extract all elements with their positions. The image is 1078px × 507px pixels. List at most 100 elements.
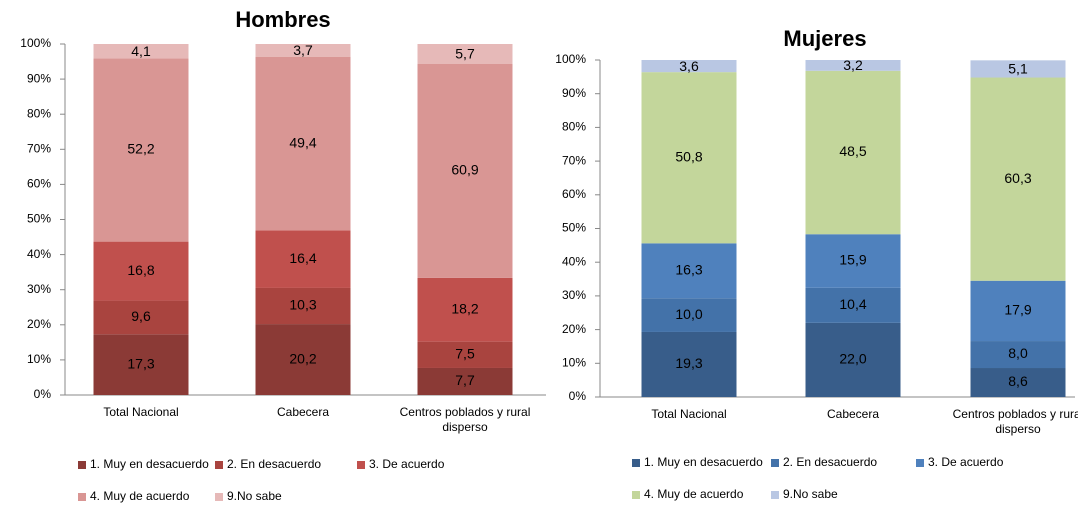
bar-segment	[641, 243, 737, 299]
x-tick-label: Centros poblados y rural disperso	[952, 407, 1078, 436]
bar-segment	[805, 287, 901, 323]
bar-segment	[93, 241, 189, 301]
x-tick-label-box: Total Nacional	[651, 407, 727, 421]
bar-segment	[970, 60, 1066, 78]
data-label: 8,0	[1008, 345, 1028, 361]
y-tick-label: 70%	[27, 141, 51, 155]
data-label: 60,9	[451, 162, 478, 178]
y-tick-label: 80%	[27, 106, 51, 120]
chart-title: Hombres	[235, 7, 330, 32]
bar-segment	[641, 298, 737, 332]
bar-segment	[641, 72, 737, 244]
bar-segment	[93, 44, 189, 59]
bar-segment	[805, 234, 901, 288]
y-tick-label: 40%	[562, 254, 586, 268]
legend-swatch	[78, 461, 86, 469]
data-label: 5,1	[1008, 61, 1028, 77]
y-tick-label: 0%	[34, 387, 52, 401]
legend-swatch	[357, 461, 365, 469]
legend-label: 1. Muy en desacuerdo	[644, 455, 763, 469]
data-label: 4,1	[131, 43, 151, 59]
legend-swatch	[632, 491, 640, 499]
data-label: 17,3	[127, 355, 154, 371]
legend-label: 3. De acuerdo	[369, 457, 445, 471]
data-label: 5,7	[455, 46, 475, 62]
x-tick-label-box: Total Nacional	[103, 405, 178, 419]
x-tick-label-box: Cabecera	[826, 407, 880, 421]
x-tick-label-box: Centros poblados y rural disperso	[952, 407, 1078, 436]
y-tick-label: 20%	[562, 322, 586, 336]
x-tick-label: Centros poblados y rural disperso	[399, 405, 531, 434]
data-label: 20,2	[289, 350, 316, 366]
legend-label: 9.No sabe	[783, 487, 838, 501]
x-tick-label: Cabecera	[276, 405, 330, 419]
chart-title: Mujeres	[783, 26, 866, 51]
bar-segment	[255, 287, 351, 325]
bar-segment	[805, 60, 901, 71]
y-tick-label: 10%	[562, 355, 586, 369]
data-label: 60,3	[1004, 170, 1031, 186]
data-label: 16,4	[289, 250, 316, 266]
y-tick-label: 50%	[27, 212, 51, 226]
bar-segment	[417, 64, 513, 278]
bar-segment	[970, 341, 1066, 369]
bar-segment	[417, 367, 513, 395]
legend-swatch	[215, 493, 223, 501]
bar-segment	[255, 230, 351, 288]
legend-swatch	[916, 459, 924, 467]
bar-segment	[93, 300, 189, 335]
data-label: 9,6	[131, 308, 151, 324]
y-tick-label: 90%	[562, 86, 586, 100]
data-label: 22,0	[839, 351, 866, 367]
y-tick-label: 90%	[27, 71, 51, 85]
legend-label: 2. En desacuerdo	[227, 457, 321, 471]
data-label: 49,4	[289, 134, 316, 150]
legend-label: 3. De acuerdo	[928, 455, 1004, 469]
bar-segment	[417, 341, 513, 368]
bar-segment	[970, 368, 1066, 397]
bar-segment	[417, 277, 513, 342]
bar-segment	[93, 334, 189, 395]
x-tick-label: Cabecera	[826, 407, 880, 421]
x-tick-label-box: Centros poblados y rural disperso	[399, 405, 531, 434]
data-label: 17,9	[1004, 302, 1031, 318]
y-tick-label: 100%	[20, 36, 51, 50]
data-label: 3,6	[679, 58, 699, 74]
bar-segment	[641, 60, 737, 73]
data-label: 16,3	[675, 261, 702, 277]
bar-segment	[255, 324, 351, 395]
y-tick-label: 40%	[27, 247, 51, 261]
data-label: 7,5	[455, 346, 475, 362]
legend-label: 4. Muy de acuerdo	[90, 489, 190, 503]
chart: Mujeres 0% 10% 20% 30% 40% 50% 60% 70% 80% 90% 100%…	[555, 26, 1078, 501]
data-label: 7,7	[455, 372, 475, 388]
data-label: 10,0	[675, 306, 702, 322]
data-label: 52,2	[127, 141, 154, 157]
data-label: 16,8	[127, 262, 154, 278]
y-tick-label: 30%	[27, 282, 51, 296]
legend-label: 1. Muy en desacuerdo	[90, 457, 209, 471]
bar-segment	[970, 77, 1066, 281]
legend-label: 2. En desacuerdo	[783, 455, 877, 469]
x-tick-label: Total Nacional	[651, 407, 727, 421]
y-tick-label: 20%	[27, 317, 51, 331]
data-label: 15,9	[839, 252, 866, 268]
y-tick-label: 30%	[562, 288, 586, 302]
chart: Hombres 0% 10% 20% 30% 40% 50% 60% 70% 80% 90% 100%…	[20, 7, 546, 503]
data-label: 18,2	[451, 300, 478, 316]
bar-segment	[970, 280, 1066, 342]
y-tick-label: 0%	[569, 389, 587, 403]
y-tick-label: 60%	[27, 177, 51, 191]
data-label: 10,3	[289, 297, 316, 313]
bar-segment	[255, 56, 351, 231]
legend-label: 9.No sabe	[227, 489, 282, 503]
bar-segment	[641, 331, 737, 397]
data-label: 19,3	[675, 355, 702, 371]
y-tick-label: 10%	[27, 352, 51, 366]
bar-segment	[805, 70, 901, 235]
legend-label: 4. Muy de acuerdo	[644, 487, 744, 501]
x-tick-label-box: Cabecera	[276, 405, 330, 419]
bar-segment	[805, 322, 901, 397]
data-label: 3,2	[843, 57, 863, 73]
